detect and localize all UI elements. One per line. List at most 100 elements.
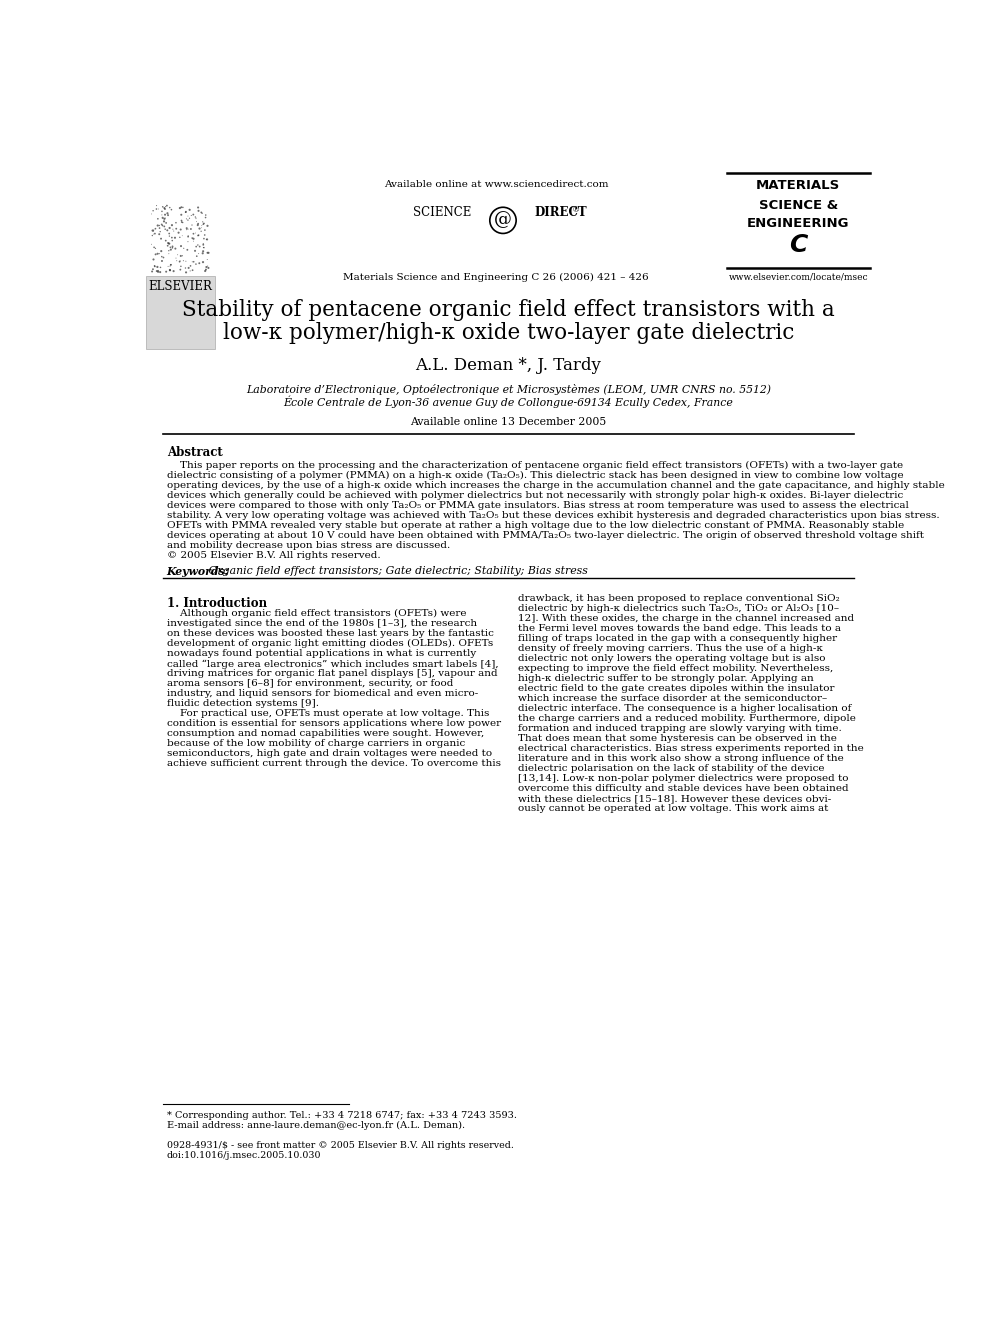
Point bbox=[178, 250, 193, 271]
Point bbox=[158, 212, 174, 233]
Point bbox=[173, 218, 188, 239]
Point bbox=[176, 238, 191, 259]
Point bbox=[199, 255, 215, 277]
Point bbox=[165, 235, 181, 257]
Text: doi:10.1016/j.msec.2005.10.030: doi:10.1016/j.msec.2005.10.030 bbox=[167, 1151, 321, 1160]
Point bbox=[163, 254, 179, 275]
Point bbox=[160, 233, 176, 254]
Point bbox=[155, 208, 171, 229]
Point bbox=[175, 225, 190, 246]
Point bbox=[174, 197, 189, 218]
Text: 0928-4931/$ - see front matter © 2005 Elsevier B.V. All rights reserved.: 0928-4931/$ - see front matter © 2005 El… bbox=[167, 1140, 514, 1150]
Point bbox=[173, 245, 188, 266]
Text: which increase the surface disorder at the semiconductor–: which increase the surface disorder at t… bbox=[518, 693, 827, 703]
Text: consumption and nomad capabilities were sought. However,: consumption and nomad capabilities were … bbox=[167, 729, 484, 738]
Point bbox=[150, 214, 166, 235]
Point bbox=[164, 214, 180, 235]
Text: ENGINEERING: ENGINEERING bbox=[747, 217, 849, 230]
Text: semiconductors, high gate and drain voltages were needed to: semiconductors, high gate and drain volt… bbox=[167, 749, 492, 758]
Point bbox=[173, 235, 188, 257]
Text: 12]. With these oxides, the charge in the channel increased and: 12]. With these oxides, the charge in th… bbox=[518, 614, 854, 623]
Point bbox=[146, 249, 162, 270]
Point bbox=[183, 218, 198, 239]
Point bbox=[149, 194, 165, 216]
Text: called “large area electronics” which includes smart labels [4],: called “large area electronics” which in… bbox=[167, 659, 498, 668]
Point bbox=[169, 250, 185, 271]
Point bbox=[146, 221, 162, 242]
Point bbox=[148, 238, 164, 259]
Point bbox=[198, 229, 214, 250]
Point bbox=[145, 258, 161, 279]
Text: MATERIALS: MATERIALS bbox=[756, 179, 840, 192]
Text: drawback, it has been proposed to replace conventional SiO₂: drawback, it has been proposed to replac… bbox=[518, 594, 839, 603]
Point bbox=[180, 218, 195, 239]
Text: www.elsevier.com/locate/msec: www.elsevier.com/locate/msec bbox=[728, 273, 868, 282]
Point bbox=[197, 205, 213, 226]
Point bbox=[152, 221, 168, 242]
Point bbox=[153, 228, 169, 249]
Point bbox=[187, 206, 203, 228]
Point bbox=[154, 204, 170, 225]
Point bbox=[146, 220, 162, 241]
Text: OFETs with PMMA revealed very stable but operate at rather a high voltage due to: OFETs with PMMA revealed very stable but… bbox=[167, 521, 904, 529]
Point bbox=[144, 234, 160, 255]
Point bbox=[163, 254, 179, 275]
Point bbox=[194, 212, 210, 233]
Point bbox=[154, 214, 170, 235]
Point bbox=[185, 214, 200, 235]
Text: because of the low mobility of charge carriers in organic: because of the low mobility of charge ca… bbox=[167, 740, 465, 749]
Point bbox=[147, 255, 163, 277]
Point bbox=[152, 262, 168, 283]
Text: stability. A very low operating voltage was achieved with Ta₂O₅ but these device: stability. A very low operating voltage … bbox=[167, 511, 939, 520]
Point bbox=[199, 216, 215, 237]
Point bbox=[158, 218, 174, 239]
Point bbox=[154, 250, 170, 271]
Text: fluidic detection systems [9].: fluidic detection systems [9]. bbox=[167, 700, 318, 708]
Point bbox=[186, 204, 201, 225]
Point bbox=[145, 220, 161, 241]
Text: dielectric interface. The consequence is a higher localisation of: dielectric interface. The consequence is… bbox=[518, 704, 851, 713]
Point bbox=[196, 225, 212, 246]
Point bbox=[191, 218, 207, 239]
Text: Although organic field effect transistors (OFETs) were: Although organic field effect transistor… bbox=[167, 609, 466, 618]
Point bbox=[199, 229, 215, 250]
Point bbox=[163, 237, 179, 258]
Point bbox=[162, 224, 178, 245]
Point bbox=[183, 255, 198, 277]
Point bbox=[194, 202, 210, 224]
Point bbox=[181, 257, 196, 278]
Point bbox=[150, 243, 166, 265]
Point bbox=[197, 206, 213, 228]
Text: Organic field effect transistors; Gate dielectric; Stability; Bias stress: Organic field effect transistors; Gate d… bbox=[205, 566, 588, 576]
Text: devices operating at about 10 V could have been obtained with PMMA/Ta₂O₅ two-lay: devices operating at about 10 V could ha… bbox=[167, 531, 924, 540]
Text: devices which generally could be achieved with polymer dielectrics but not neces: devices which generally could be achieve… bbox=[167, 491, 903, 500]
Text: devices were compared to those with only Ta₂O₅ or PMMA gate insulators. Bias str: devices were compared to those with only… bbox=[167, 500, 909, 509]
Text: industry, and liquid sensors for biomedical and even micro-: industry, and liquid sensors for biomedi… bbox=[167, 689, 478, 699]
Point bbox=[147, 224, 163, 245]
Point bbox=[172, 226, 187, 247]
Point bbox=[185, 259, 200, 280]
Point bbox=[162, 197, 178, 218]
Point bbox=[154, 201, 170, 222]
Point bbox=[150, 261, 166, 282]
Point bbox=[198, 257, 214, 278]
Point bbox=[149, 198, 165, 220]
Text: operating devices, by the use of a high-κ oxide which increases the charge in th: operating devices, by the use of a high-… bbox=[167, 480, 944, 490]
Point bbox=[161, 243, 177, 265]
Text: with these dielectrics [15–18]. However these devices obvi-: with these dielectrics [15–18]. However … bbox=[518, 794, 831, 803]
Point bbox=[199, 242, 215, 263]
Point bbox=[162, 255, 178, 277]
Point bbox=[162, 259, 178, 280]
Text: C: C bbox=[789, 233, 807, 258]
Point bbox=[174, 204, 189, 225]
Point bbox=[186, 251, 201, 273]
Text: Laboratoire d’Electronique, Optoélectronique et Microsystèmes (LEOM, UMR CNRS no: Laboratoire d’Electronique, Optoélectron… bbox=[246, 384, 771, 394]
Text: That does mean that some hysteresis can be observed in the: That does mean that some hysteresis can … bbox=[518, 734, 836, 744]
Point bbox=[195, 241, 211, 262]
Point bbox=[179, 208, 194, 229]
Point bbox=[168, 238, 184, 259]
Point bbox=[191, 235, 207, 257]
Text: aroma sensors [6–8] for environment, security, or food: aroma sensors [6–8] for environment, sec… bbox=[167, 679, 453, 688]
Point bbox=[166, 221, 182, 242]
Point bbox=[144, 261, 160, 282]
